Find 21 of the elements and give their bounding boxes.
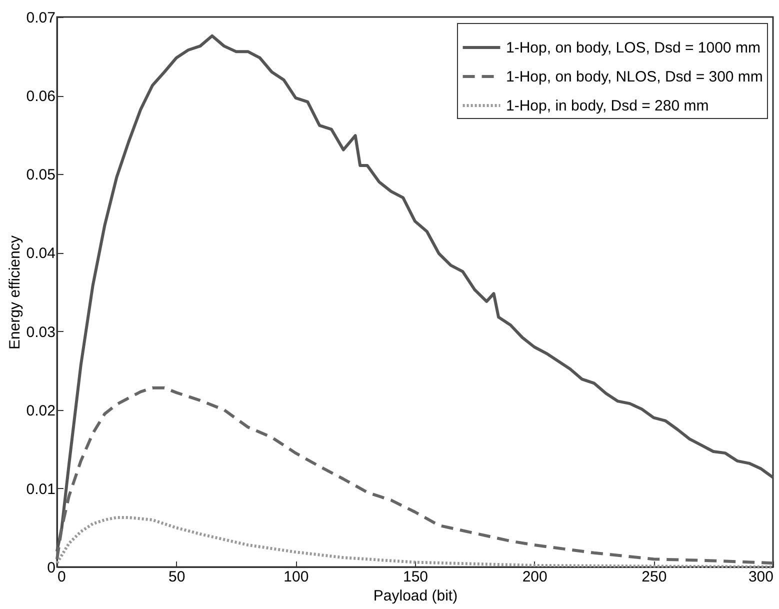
x-axis-title: Payload (bit) bbox=[373, 588, 458, 604]
x-tick-label: 200 bbox=[522, 568, 548, 586]
x-tick-label: 0 bbox=[58, 568, 66, 586]
x-tick-label: 150 bbox=[402, 568, 428, 586]
y-tick-label: 0.05 bbox=[26, 166, 56, 184]
x-tick-label: 300 bbox=[748, 568, 774, 586]
y-tick-label: 0.07 bbox=[26, 10, 56, 26]
y-tick-label: 0.03 bbox=[26, 324, 56, 341]
y-axis-title: Energy efficiency bbox=[6, 235, 24, 350]
line-series bbox=[56, 386, 774, 565]
y-tick-label: 0.06 bbox=[26, 88, 56, 106]
y-tick-label: 0.01 bbox=[26, 480, 56, 498]
line-series bbox=[56, 34, 774, 553]
legend-label: 1-Hop, on body, NLOS, Dsd = 300 mm bbox=[506, 68, 763, 86]
x-tick-label: 250 bbox=[642, 568, 667, 586]
y-tick-label: 0.02 bbox=[26, 402, 56, 420]
x-tick-label: 100 bbox=[284, 568, 309, 586]
legend-label: 1-Hop, in body, Dsd = 280 mm bbox=[506, 98, 709, 114]
y-tick-label: 0.04 bbox=[26, 245, 56, 262]
legend-label: 1-Hop, on body, LOS, Dsd = 1000 mm bbox=[506, 40, 760, 56]
x-tick-label: 50 bbox=[168, 568, 186, 586]
